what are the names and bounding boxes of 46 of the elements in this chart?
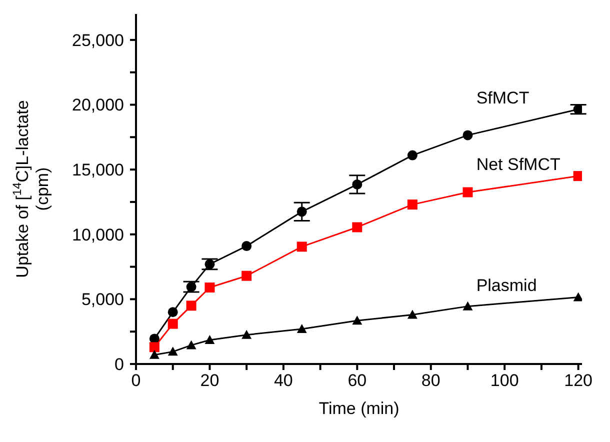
- point: [168, 318, 178, 329]
- point: [407, 310, 418, 319]
- point: [149, 342, 160, 352]
- point: [296, 324, 307, 333]
- point: [204, 282, 215, 293]
- point: [462, 187, 473, 198]
- point: [186, 300, 196, 311]
- point: [352, 179, 362, 190]
- point: [573, 104, 582, 114]
- point: [296, 206, 307, 217]
- point: [242, 241, 252, 252]
- point: [149, 350, 160, 359]
- point: [462, 130, 473, 140]
- x-tick-label: 20: [200, 371, 220, 390]
- point: [352, 222, 362, 232]
- point: [573, 171, 582, 182]
- point: [573, 292, 582, 302]
- point: [186, 340, 196, 350]
- x-tick-label: 100: [490, 371, 519, 390]
- y-tick-label: 25,000: [72, 30, 124, 50]
- point: [242, 330, 252, 339]
- point: [204, 335, 215, 344]
- x-axis-title: Time (min): [318, 399, 400, 418]
- series-label: Net SfMCT: [476, 155, 560, 174]
- x-tick-label: 0: [131, 371, 141, 390]
- point: [204, 259, 215, 270]
- point: [462, 301, 473, 310]
- x-tick-label: 60: [348, 371, 367, 390]
- y-tick-label: 5,000: [81, 290, 124, 310]
- point: [407, 200, 418, 210]
- point: [168, 346, 178, 356]
- point: [242, 270, 252, 281]
- point: [407, 150, 418, 160]
- series-label: Plasmid: [476, 276, 537, 296]
- point: [168, 307, 178, 318]
- x-tick-label: 120: [564, 371, 592, 390]
- y-tick-label: 15,000: [72, 160, 124, 180]
- series-label: SfMCT: [476, 88, 530, 108]
- y-tick-label: 0: [114, 355, 124, 374]
- y-tick-label: 20,000: [72, 96, 124, 115]
- point: [296, 242, 307, 252]
- x-tick-label: 80: [421, 371, 440, 390]
- point: [186, 282, 196, 292]
- y-tick-label: 10,000: [72, 225, 124, 244]
- x-tick-label: 40: [274, 371, 293, 390]
- point: [352, 316, 362, 325]
